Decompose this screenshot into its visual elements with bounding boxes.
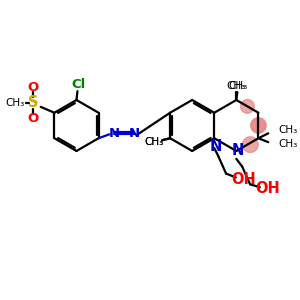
Circle shape <box>250 118 266 133</box>
Text: OH: OH <box>255 181 280 196</box>
Circle shape <box>252 118 265 132</box>
Text: O: O <box>27 112 38 125</box>
Text: N: N <box>128 127 140 140</box>
Text: CH₃: CH₃ <box>229 81 248 91</box>
Text: O: O <box>27 81 38 94</box>
Text: N: N <box>109 127 120 140</box>
Text: OH: OH <box>231 172 256 187</box>
Text: CH₃: CH₃ <box>278 125 297 135</box>
Circle shape <box>241 100 254 113</box>
Text: CH₃: CH₃ <box>145 137 164 147</box>
Text: N: N <box>210 139 222 154</box>
Circle shape <box>242 137 258 152</box>
Text: CH₃: CH₃ <box>278 139 297 149</box>
Text: CH₃: CH₃ <box>6 98 25 108</box>
Text: Cl: Cl <box>71 78 85 91</box>
Text: CH₃: CH₃ <box>227 81 246 91</box>
Text: CH₃: CH₃ <box>145 137 164 147</box>
Text: N: N <box>231 143 244 158</box>
Text: S: S <box>28 95 38 110</box>
